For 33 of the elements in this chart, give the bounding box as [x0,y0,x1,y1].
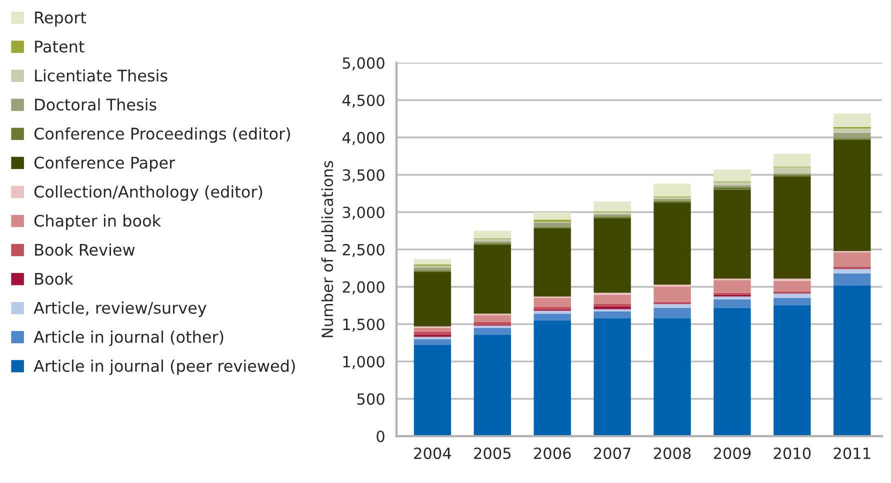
x-tick-label: 2011 [834,448,870,460]
y-tick-label: 500 [357,393,384,405]
legend-label: Book [35,272,74,285]
y-tick-label: 3,000 [342,206,384,220]
y-tick-label: 1,500 [343,318,384,332]
legend-label: Article in journal (peer reviewed) [34,360,295,376]
y-tick-label: 2,500 [342,244,384,258]
y-tick-label: 1,000 [343,356,384,370]
legend-label: Conference Proceedings (editor) [34,127,290,143]
y-axis-title: Number of publications [321,161,336,338]
y-tick-label: 4,000 [342,132,384,146]
y-tick-label: 3,500 [342,169,384,182]
legend-label: Conference Paper [34,156,176,172]
legend-label: Chapter in book [34,214,161,230]
x-tick-label: 2009 [714,448,751,460]
y-tick-label: 0 [376,430,384,442]
legend-label: Patent [35,40,84,53]
legend-label: Licentiate Thesis [35,69,168,82]
legend-label: Report [35,12,86,27]
legend-label: Article, review/survey [34,302,206,317]
legend-label: Article in journal (other) [34,330,224,346]
x-tick-label: 2010 [774,448,811,460]
x-tick-label: 2006 [534,448,571,460]
legend-label: Collection/Anthology (editor) [34,185,262,201]
legend-label: Doctoral Thesis [35,98,156,111]
x-tick-label: 2008 [654,448,691,460]
y-tick-label: 5,000 [342,57,384,70]
legend-label: Book Review [35,243,135,256]
x-tick-label: 2004 [414,448,452,460]
y-tick-label: 2,000 [342,281,384,294]
x-tick-label: 2007 [594,448,630,460]
x-tick-label: 2005 [474,448,511,460]
y-tick-label: 4,500 [342,94,384,108]
